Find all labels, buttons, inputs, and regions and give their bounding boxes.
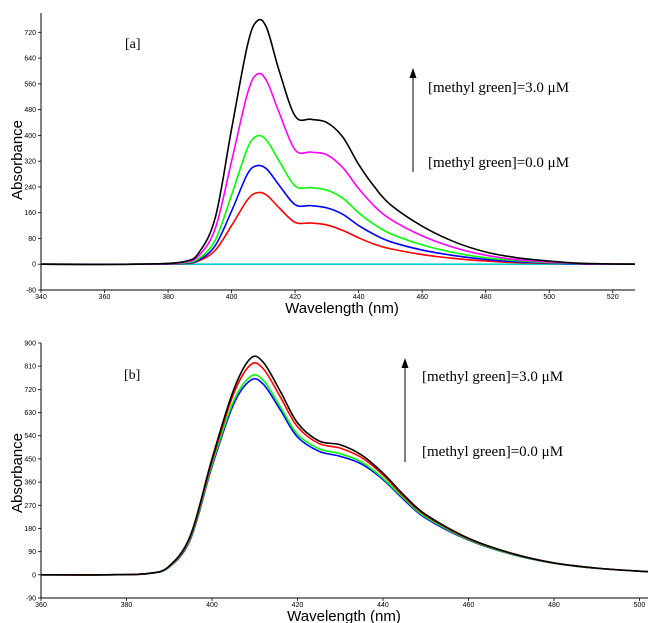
x-tick-label: 460 (416, 294, 428, 301)
panel-b: -90 0 90 180 270 360 450 540 630 720 810 900 360 380 4… (9, 341, 649, 623)
y-tick-label: 270 (24, 503, 36, 510)
x-tick-label: 380 (162, 294, 174, 301)
y-tick-label: 450 (24, 456, 36, 463)
x-tick-label: 500 (543, 294, 555, 301)
arrow-head-icon (401, 358, 409, 368)
x-axis-title: Wavelength (nm) (285, 300, 399, 317)
y-tick-label: 480 (24, 107, 36, 114)
series-line-3 (40, 355, 649, 576)
series-line-5 (40, 18, 636, 266)
y-tick-label: 900 (24, 341, 36, 348)
series-line-1 (40, 374, 649, 576)
annotation-top: [methyl green]=3.0 μM (428, 80, 569, 96)
series-line-2 (40, 164, 636, 266)
x-tick-label: 380 (121, 602, 133, 609)
y-axis-title: Absorbance (9, 433, 26, 513)
annotation-bottom: [methyl green]=0.0 μM (428, 155, 569, 171)
series-line-4 (40, 72, 636, 266)
x-tick-label: 440 (377, 602, 389, 609)
x-axis-title: Wavelength (nm) (287, 608, 401, 623)
y-tick-label: 180 (24, 526, 36, 533)
series-line-0 (40, 377, 649, 576)
x-tick-label: 400 (206, 602, 218, 609)
y-tick-label: 540 (24, 433, 36, 440)
y-tick-label: 640 (24, 56, 36, 63)
panel-label: [b] (124, 368, 140, 383)
panel-a: -80 0 80 160 240 320 400 480 560 640 720 340 360 380 4… (9, 13, 636, 317)
series-line-1 (40, 191, 636, 266)
annotation-top: [methyl green]=3.0 μM (422, 369, 563, 385)
series-line-3 (40, 134, 636, 266)
y-tick-label: 360 (24, 480, 36, 487)
y-tick-label: -90 (26, 596, 36, 603)
x-tick-label: 440 (353, 294, 365, 301)
x-tick-label: 500 (634, 602, 646, 609)
x-tick-label: 420 (289, 294, 301, 301)
x-tick-label: 520 (607, 294, 619, 301)
y-tick-label: 810 (24, 364, 36, 371)
x-tick-label: 480 (480, 294, 492, 301)
panel-label: [a] (125, 37, 141, 52)
x-tick-label: 400 (226, 294, 238, 301)
y-tick-label: 560 (24, 81, 36, 88)
y-tick-label: 320 (24, 159, 36, 166)
y-tick-label: 0 (32, 572, 36, 579)
y-axis-title: Absorbance (9, 120, 26, 200)
x-tick-label: 420 (292, 602, 304, 609)
y-tick-label: 630 (24, 410, 36, 417)
series-line-2 (40, 362, 649, 576)
y-tick-label: 160 (24, 210, 36, 217)
x-tick-label: 360 (35, 602, 47, 609)
y-tick-label: 400 (24, 133, 36, 140)
y-tick-label: 720 (24, 30, 36, 37)
y-tick-label: 80 (28, 236, 36, 243)
y-tick-label: 0 (32, 262, 36, 269)
x-tick-label: 480 (548, 602, 560, 609)
y-tick-label: 90 (28, 549, 36, 556)
x-tick-label: 460 (463, 602, 475, 609)
y-tick-label: 240 (24, 184, 36, 191)
annotation-bottom: [methyl green]=0.0 μM (422, 444, 563, 460)
x-tick-label: 360 (99, 294, 111, 301)
y-tick-label: -80 (26, 288, 36, 295)
arrow-head-icon (409, 68, 417, 78)
y-tick-label: 720 (24, 387, 36, 394)
x-tick-label: 340 (35, 294, 47, 301)
